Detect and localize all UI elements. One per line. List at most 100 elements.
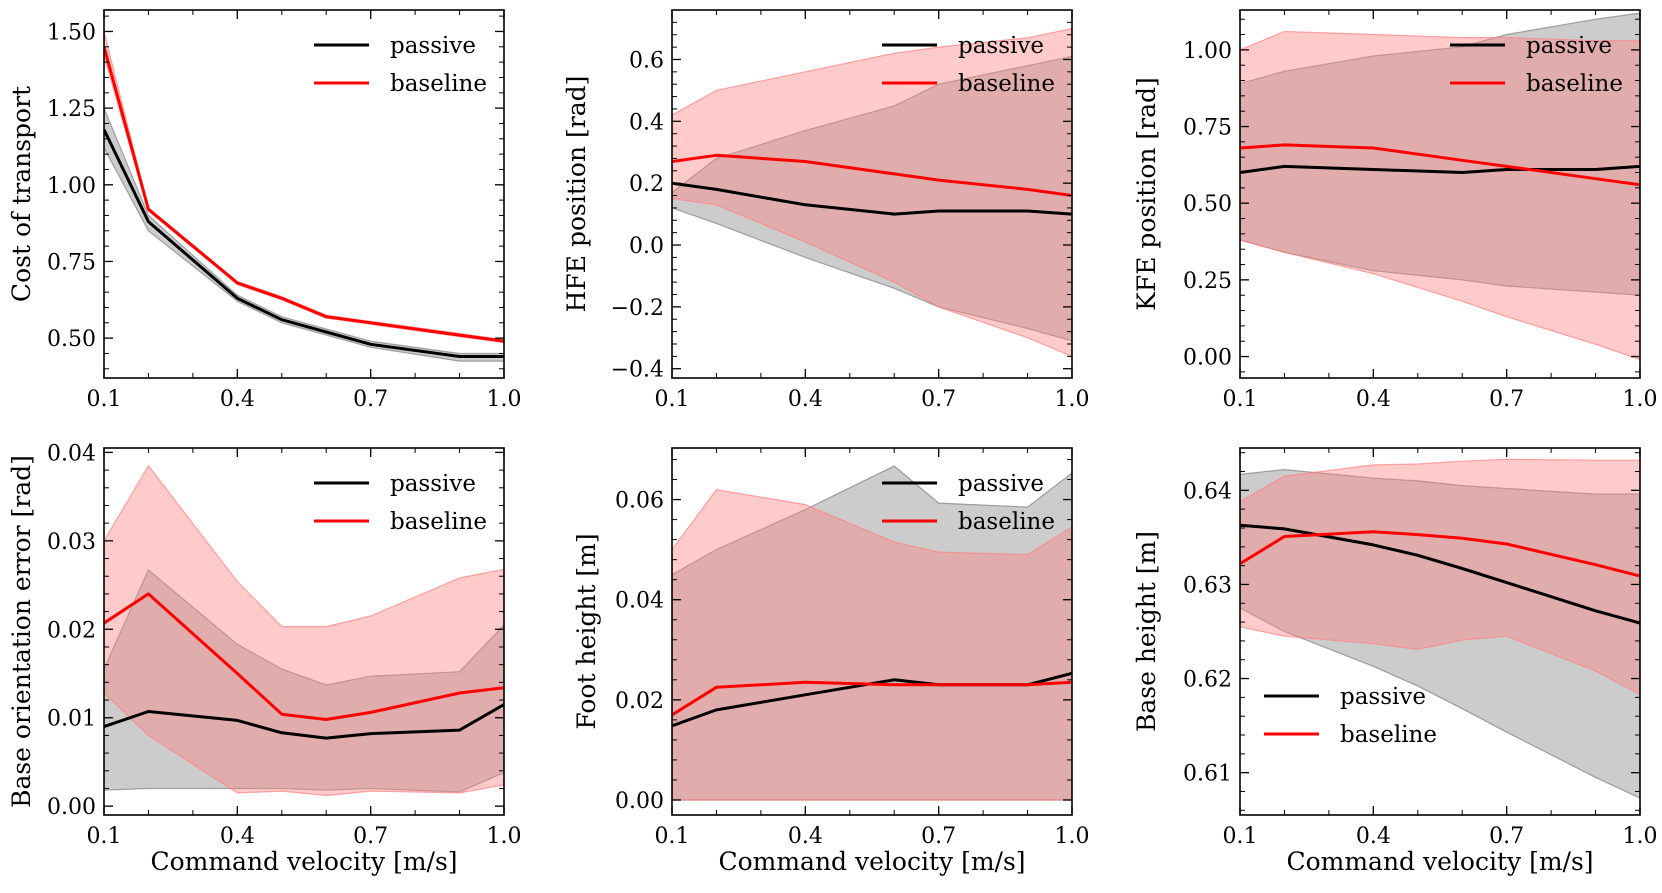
x-tick-label: 1.0 — [1623, 387, 1658, 412]
legend-label-passive: passive — [1526, 33, 1612, 59]
y-tick-label: 0.02 — [615, 689, 664, 714]
x-tick-label: 1.0 — [487, 387, 522, 412]
legend-label-baseline: baseline — [390, 71, 487, 97]
legend-label-passive: passive — [390, 33, 476, 59]
x-tick-label: 0.7 — [921, 387, 956, 412]
series-line-baseline — [1240, 143, 1640, 187]
y-tick-label: 0.62 — [1183, 668, 1232, 693]
legend-label-baseline: baseline — [958, 71, 1055, 97]
plot-area — [1240, 12, 1640, 361]
y-tick-label: 0.50 — [47, 327, 96, 352]
x-tick-label: 0.4 — [220, 824, 255, 849]
y-axis-title: Foot height [m] — [572, 533, 601, 729]
legend: passive baseline — [882, 33, 1055, 97]
plot-area — [104, 464, 504, 797]
x-axis-title: Command velocity [m/s] — [1286, 847, 1593, 876]
series-line-passive — [104, 703, 504, 740]
band-passive — [104, 107, 504, 362]
x-tick-label: 0.4 — [1356, 387, 1391, 412]
y-tick-label: 0.04 — [615, 589, 664, 614]
series-line-baseline — [104, 592, 504, 721]
band-passive — [104, 569, 504, 793]
band-passive — [1240, 12, 1640, 296]
legend-label-passive: passive — [390, 471, 476, 497]
legend: passive baseline — [1264, 684, 1437, 748]
legend-label-baseline: baseline — [390, 509, 487, 535]
y-tick-label: 0.63 — [1183, 573, 1232, 598]
y-tick-label: 0.01 — [47, 707, 96, 732]
series-line-passive — [104, 128, 504, 358]
x-tick-label: 0.7 — [353, 387, 388, 412]
plot-area — [1240, 458, 1640, 799]
x-tick-label: 0.1 — [1223, 387, 1258, 412]
legend: passive baseline — [1450, 33, 1623, 97]
axes-frame — [671, 447, 1073, 816]
series-line-baseline — [104, 46, 504, 343]
x-tick-label: 0.7 — [921, 824, 956, 849]
x-tick-label: 0.4 — [788, 824, 823, 849]
y-tick-label: 0.0 — [629, 234, 664, 259]
x-axis-title: Command velocity [m/s] — [150, 847, 457, 876]
x-tick-label: 0.7 — [1489, 387, 1524, 412]
plot-area — [104, 31, 504, 362]
axes-frame — [103, 9, 505, 379]
band-baseline — [1240, 458, 1640, 696]
legend-label-passive: passive — [1340, 684, 1426, 710]
y-axis-title: Cost of transport — [7, 86, 36, 302]
series-line-baseline — [1240, 530, 1640, 578]
x-tick-label: 0.1 — [655, 387, 690, 412]
x-tick-label: 0.7 — [1489, 824, 1524, 849]
y-tick-label: 1.25 — [47, 97, 96, 122]
legend: passive baseline — [314, 471, 487, 535]
y-tick-label: 0.50 — [1183, 192, 1232, 217]
band-baseline — [1240, 30, 1640, 361]
band-baseline — [672, 27, 1072, 358]
y-tick-label: 0.00 — [47, 795, 96, 820]
series-line-baseline — [672, 680, 1072, 717]
y-axis-title: Base orientation error [rad] — [7, 455, 36, 808]
x-tick-label: 0.1 — [87, 824, 122, 849]
axes-frame — [1239, 447, 1641, 816]
y-axis-title: KFE position [rad] — [1132, 77, 1161, 311]
legend: passive baseline — [314, 33, 487, 97]
chart-panel-kfe: 0.1 0.4 0.7 1.0 0.00 0.25 0.50 0.75 1.00 KFE posi… — [1132, 9, 1658, 412]
y-tick-label: 0.02 — [47, 618, 96, 643]
y-tick-label: 0.04 — [47, 441, 96, 466]
x-axis-title: Command velocity [m/s] — [718, 847, 1025, 876]
band-baseline — [104, 464, 504, 797]
y-tick-label: 0.6 — [629, 48, 664, 73]
y-tick-label: 0.03 — [47, 530, 96, 555]
x-tick-label: 0.1 — [87, 387, 122, 412]
y-tick-label: 1.50 — [47, 20, 96, 45]
x-tick-label: 0.4 — [220, 387, 255, 412]
legend-label-baseline: baseline — [1340, 722, 1437, 748]
axes-frame — [103, 447, 505, 816]
series-line-passive — [1240, 523, 1640, 625]
x-tick-label: 1.0 — [1623, 824, 1658, 849]
legend: passive baseline — [882, 471, 1055, 535]
x-tick-label: 0.4 — [1356, 824, 1391, 849]
y-tick-label: 1.00 — [47, 174, 96, 199]
x-tick-label: 1.0 — [1055, 824, 1090, 849]
y-tick-label: −0.4 — [611, 358, 664, 383]
y-tick-label: 0.2 — [629, 172, 664, 197]
y-tick-label: 0.25 — [1183, 269, 1232, 294]
chart-panel-base: 0.1 0.4 0.7 1.0 0.61 0.62 0.63 0.64 Base height … — [1132, 447, 1658, 876]
chart-panel-orientation: 0.1 0.4 0.7 1.0 0.00 0.01 0.02 0.03 0.04 Base ori… — [7, 441, 522, 876]
axes-frame — [671, 9, 1073, 379]
x-tick-label: 0.1 — [655, 824, 690, 849]
x-tick-label: 0.7 — [353, 824, 388, 849]
legend-label-passive: passive — [958, 471, 1044, 497]
y-tick-label: 0.75 — [47, 250, 96, 275]
axes-frame — [1239, 9, 1641, 379]
y-tick-label: 0.4 — [629, 110, 664, 135]
y-tick-label: 1.00 — [1183, 39, 1232, 64]
y-tick-label: 0.75 — [1183, 116, 1232, 141]
y-tick-label: 0.64 — [1183, 479, 1232, 504]
x-tick-label: 0.4 — [788, 387, 823, 412]
plot-area — [672, 465, 1072, 801]
y-tick-label: 0.00 — [615, 789, 664, 814]
chart-panel-foot: 0.1 0.4 0.7 1.0 0.00 0.02 0.04 0.06 Foot height … — [572, 447, 1090, 876]
y-tick-label: 0.00 — [1183, 346, 1232, 371]
